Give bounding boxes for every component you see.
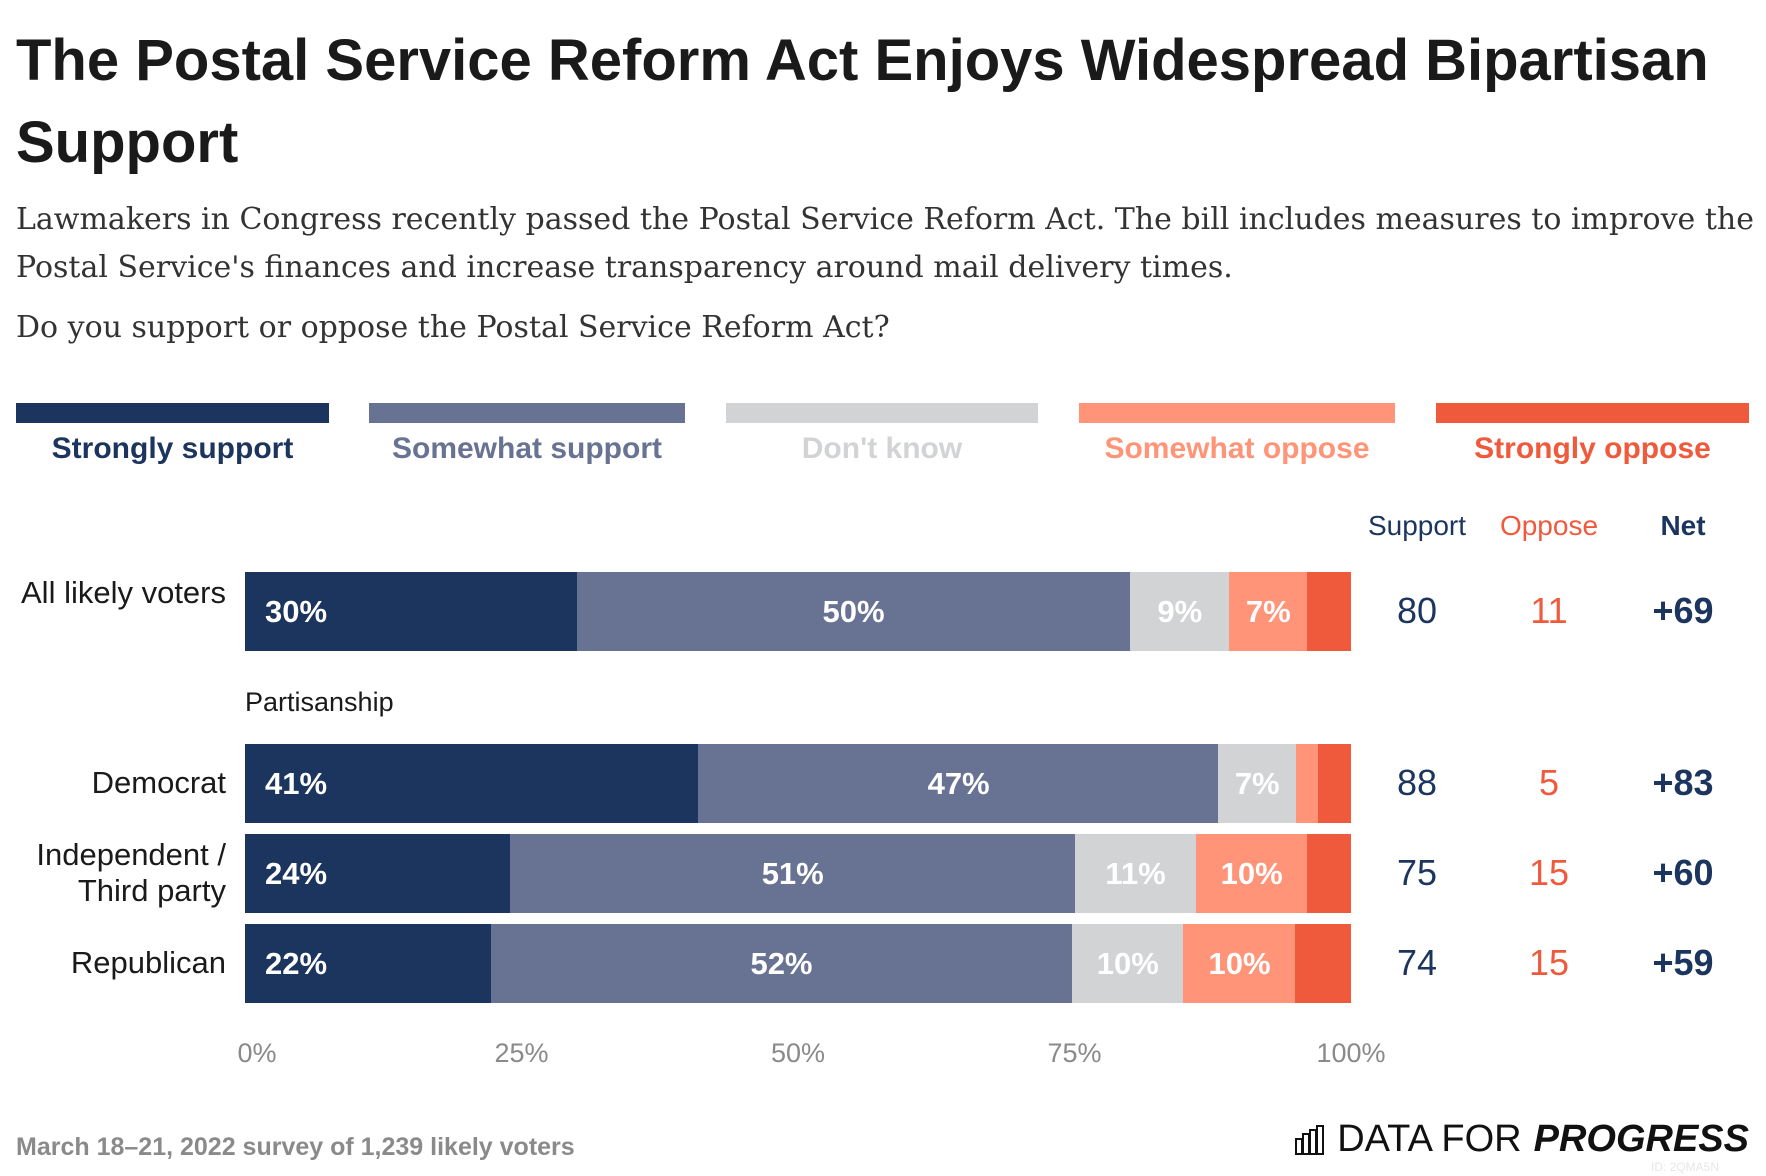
legend-swatch bbox=[16, 403, 329, 423]
chart-subtitle: Lawmakers in Congress recently passed th… bbox=[16, 202, 1754, 285]
bar-segment-strongly-oppose bbox=[1306, 834, 1352, 913]
oppose-value: 11 bbox=[1530, 590, 1568, 631]
x-tick-label: 25% bbox=[494, 1038, 549, 1068]
bar-segment-strongly-oppose bbox=[1317, 744, 1352, 823]
bar-segment-somewhat-support: 52% bbox=[490, 924, 1073, 1003]
legend-label: Strongly support bbox=[51, 432, 294, 465]
row-label: Independent / Third party bbox=[36, 837, 226, 908]
logo-text-light: DATA FOR bbox=[1337, 1118, 1522, 1160]
bar-segment-somewhat-oppose bbox=[1295, 744, 1319, 823]
legend-swatch bbox=[1079, 403, 1395, 423]
x-tick-label: 75% bbox=[1047, 1038, 1102, 1068]
net-value: +60 bbox=[1652, 852, 1714, 893]
bar-segment-strongly-support: 30% bbox=[245, 572, 578, 651]
support-value: 74 bbox=[1396, 942, 1438, 983]
x-tick-label: 0% bbox=[237, 1038, 277, 1068]
legend-swatch bbox=[369, 403, 685, 423]
x-tick-label: 100% bbox=[1316, 1038, 1386, 1068]
support-value: 80 bbox=[1396, 590, 1438, 631]
bar-segment-somewhat-oppose: 10% bbox=[1196, 834, 1308, 913]
row-label: Republican bbox=[70, 945, 226, 980]
bar-segment-strongly-support: 22% bbox=[245, 924, 492, 1003]
bar-chart-logo-icon bbox=[1295, 1124, 1325, 1155]
legend-swatch bbox=[1436, 403, 1749, 423]
logo-id: ID: 2QMA5N bbox=[1650, 1160, 1719, 1174]
bar-segment-somewhat-oppose: 7% bbox=[1229, 572, 1308, 651]
bar-segment-strongly-oppose bbox=[1306, 572, 1352, 651]
survey-question: Do you support or oppose the Postal Serv… bbox=[16, 310, 890, 345]
oppose-value: 15 bbox=[1528, 852, 1570, 893]
net-value: +59 bbox=[1652, 942, 1714, 983]
bar-segment-strongly-support: 41% bbox=[245, 744, 699, 823]
bar-segment-strongly-oppose bbox=[1295, 924, 1352, 1003]
net-column-header: Net bbox=[1660, 510, 1706, 541]
oppose-value: 15 bbox=[1528, 942, 1570, 983]
footer-note: March 18–21, 2022 survey of 1,239 likely… bbox=[16, 1133, 575, 1161]
bar-segment-don-t-know: 10% bbox=[1071, 924, 1184, 1003]
legend-label: Somewhat support bbox=[391, 432, 662, 465]
bar-segment-somewhat-support: 50% bbox=[576, 572, 1131, 651]
bar-segment-don-t-know: 9% bbox=[1129, 572, 1230, 651]
support-column-header: Support bbox=[1367, 510, 1467, 541]
support-value: 88 bbox=[1396, 762, 1438, 803]
chart-title: The Postal Service Reform Act Enjoys Wid… bbox=[16, 28, 1709, 175]
legend-label: Don't know bbox=[801, 432, 963, 465]
oppose-column-header: Oppose bbox=[1499, 510, 1599, 541]
bar-segment-somewhat-support: 47% bbox=[698, 744, 1219, 823]
row-label: All likely voters bbox=[21, 575, 226, 610]
net-value: +69 bbox=[1652, 590, 1714, 631]
support-value: 75 bbox=[1396, 852, 1438, 893]
legend-label: Strongly oppose bbox=[1474, 432, 1711, 465]
row-label: Democrat bbox=[91, 765, 226, 800]
x-tick-label: 50% bbox=[770, 1038, 826, 1068]
logo-text-bold: PROGRESS bbox=[1533, 1118, 1749, 1160]
group-label-partisanship: Partisanship bbox=[245, 687, 394, 717]
bar-segment-don-t-know: 11% bbox=[1074, 834, 1197, 913]
oppose-value: 5 bbox=[1538, 762, 1560, 803]
bar-segment-strongly-support: 24% bbox=[245, 834, 511, 913]
net-value: +83 bbox=[1652, 762, 1714, 803]
legend-label: Somewhat oppose bbox=[1104, 432, 1370, 465]
data-for-progress-logo: DATA FOR PROGRESS ID: 2QMA5N bbox=[1295, 1118, 1749, 1174]
bar-segment-don-t-know: 7% bbox=[1218, 744, 1297, 823]
bar-segment-somewhat-oppose: 10% bbox=[1183, 924, 1296, 1003]
legend-swatch bbox=[726, 403, 1038, 423]
bar-segment-somewhat-support: 51% bbox=[510, 834, 1075, 913]
